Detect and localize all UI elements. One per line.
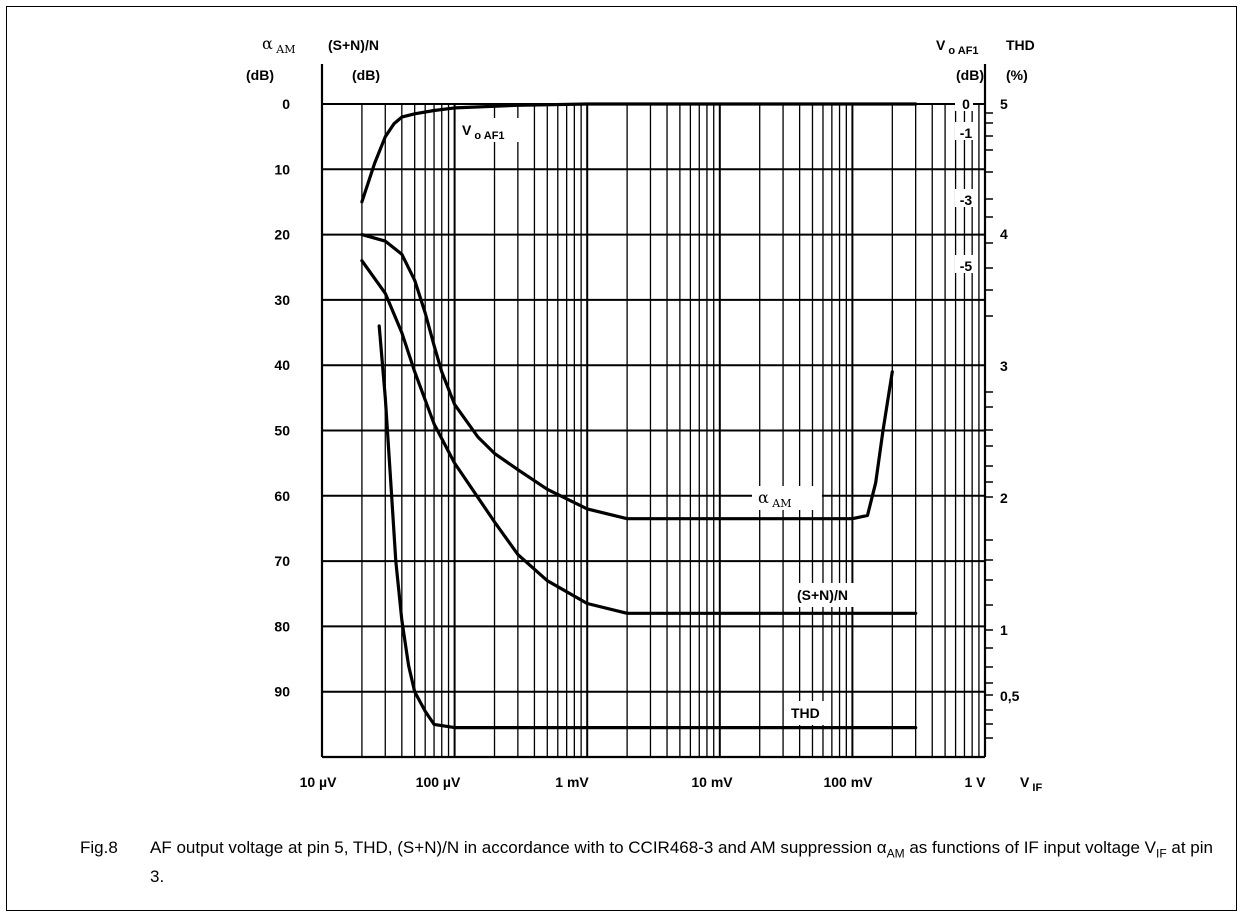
x-tick-label: 10 µV xyxy=(300,774,338,790)
left-axis-unit-alpha: (dB) xyxy=(246,67,274,83)
tick-label-bg xyxy=(955,255,973,273)
x-tick-label: 100 µV xyxy=(416,774,461,790)
axes xyxy=(320,64,993,759)
annotation-bg xyxy=(785,701,825,725)
curves xyxy=(360,102,918,730)
grid xyxy=(322,103,985,757)
x-tick-label: 1 V xyxy=(964,774,986,790)
figure-number: Fig.8 xyxy=(80,838,118,857)
right-tick-label-vo: -3 xyxy=(960,192,973,208)
right-axis-title-vo: V o AF1 xyxy=(936,37,979,57)
left-tick-label: 10 xyxy=(274,161,290,177)
tick-label-bg xyxy=(955,189,973,207)
series-thd-curve xyxy=(377,324,918,730)
right-tick-label-vo: -5 xyxy=(960,258,973,274)
right-tick-label-thd: 1 xyxy=(1000,622,1008,638)
annotation-bg xyxy=(456,118,526,142)
right-axis-title-thd: THD xyxy=(1006,37,1035,53)
left-tick-label: 70 xyxy=(274,553,290,569)
annotation-label: THD xyxy=(791,705,820,721)
left-tick-label: 0 xyxy=(282,96,290,112)
annotation-label: (S+N)/N xyxy=(797,587,848,603)
left-tick-label: 40 xyxy=(274,357,290,373)
x-tick-label: 1 mV xyxy=(555,774,589,790)
tick-label-bg xyxy=(955,122,973,140)
series--curve xyxy=(360,233,894,521)
right-tick-label-thd: 4 xyxy=(1000,226,1008,242)
x-axis-label: V IF xyxy=(1020,774,1042,794)
left-axis-title-sn: (S+N)/N xyxy=(328,37,379,53)
left-tick-label: 90 xyxy=(274,684,290,700)
right-tick-label-thd: 0,5 xyxy=(1000,688,1020,704)
x-tick-label: 100 mV xyxy=(823,774,873,790)
left-tick-label: 50 xyxy=(274,423,290,439)
series-snn-curve xyxy=(360,259,918,615)
right-tick-label-thd: 3 xyxy=(1000,358,1008,374)
figure-frame xyxy=(6,6,1237,911)
caption-text: AF output voltage at pin 5, THD, (S+N)/N… xyxy=(150,838,1213,887)
left-tick-label: 60 xyxy=(274,488,290,504)
right-tick-label-thd: 2 xyxy=(1000,490,1008,506)
right-tick-label-vo: -1 xyxy=(960,125,973,141)
annotation-label: V o AF1 xyxy=(462,122,505,142)
right-tick-label-vo: 0 xyxy=(962,96,970,112)
right-axis-unit-vo: (dB) xyxy=(956,67,984,83)
tick-label-bg xyxy=(955,93,973,111)
left-axis-unit-sn: (dB) xyxy=(352,67,380,83)
annotation-bg xyxy=(752,486,822,510)
left-tick-label: 30 xyxy=(274,292,290,308)
series-v-curve xyxy=(360,102,918,204)
annotation-label: α AM xyxy=(758,488,792,510)
left-axis-title-alpha: α AM xyxy=(262,34,296,56)
right-tick-label-thd: 5 xyxy=(1000,96,1008,112)
left-tick-label: 80 xyxy=(274,618,290,634)
annotation-bg xyxy=(791,583,871,607)
x-tick-label: 10 mV xyxy=(691,774,733,790)
right-axis-unit-thd: (%) xyxy=(1006,67,1028,83)
left-tick-label: 20 xyxy=(274,227,290,243)
